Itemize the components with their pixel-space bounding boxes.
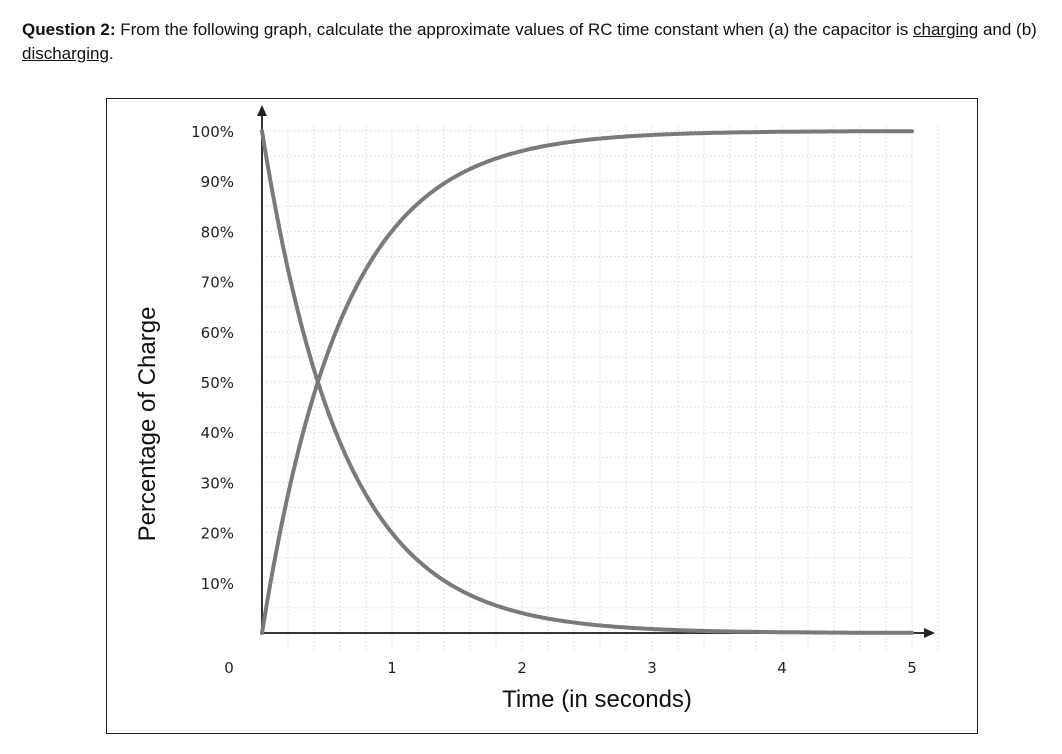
x-tick-label: 2 xyxy=(517,659,527,677)
question-label: Question 2: xyxy=(22,20,116,39)
y-tick-label: 80% xyxy=(201,223,234,241)
x-tick-label: 3 xyxy=(647,659,657,677)
x-tick-label: 5 xyxy=(907,659,917,677)
curves xyxy=(260,129,914,635)
grid xyxy=(262,125,939,653)
x-tick-label: 0 xyxy=(224,659,234,677)
y-tick-label: 60% xyxy=(201,324,234,342)
y-tick-label: 50% xyxy=(201,374,234,392)
y-tick-label: 30% xyxy=(201,474,234,492)
y-tick-label: 90% xyxy=(201,173,234,191)
question-text-mid: and (b) xyxy=(978,20,1037,39)
y-tick-label: 10% xyxy=(201,575,234,593)
x-tick-labels: 0 1 2 3 4 5 xyxy=(224,659,917,677)
y-tick-label: 100% xyxy=(191,123,234,141)
y-tick-label: 20% xyxy=(201,525,234,543)
question-charging: charging xyxy=(913,20,979,39)
question-text-end: . xyxy=(108,44,114,63)
y-tick-label: 40% xyxy=(201,424,234,442)
question-discharging: discharging xyxy=(22,44,109,63)
y-tick-labels: 10% 20% 30% 40% 50% 60% 70% 80% 90% 100% xyxy=(191,123,234,593)
question-text: Question 2: From the following graph, ca… xyxy=(22,18,1052,66)
discharging-curve xyxy=(260,129,914,635)
x-tick-label: 4 xyxy=(777,659,787,677)
x-tick-label: 1 xyxy=(387,659,397,677)
y-tick-label: 70% xyxy=(201,274,234,292)
y-axis-arrow xyxy=(257,105,267,116)
question-text-before: From the following graph, calculate the … xyxy=(115,20,914,39)
chart-frame: 10% 20% 30% 40% 50% 60% 70% 80% 90% 100% 0 1 2 3 4 5 T… xyxy=(106,98,978,734)
x-axis-arrow xyxy=(924,628,935,638)
x-axis-title: Time (in seconds) xyxy=(502,686,692,713)
rc-chart: 10% 20% 30% 40% 50% 60% 70% 80% 90% 100% 0 1 2 3 4 5 T… xyxy=(134,105,939,713)
charging-curve xyxy=(260,129,914,635)
y-axis-title: Percentage of Charge xyxy=(134,307,161,542)
